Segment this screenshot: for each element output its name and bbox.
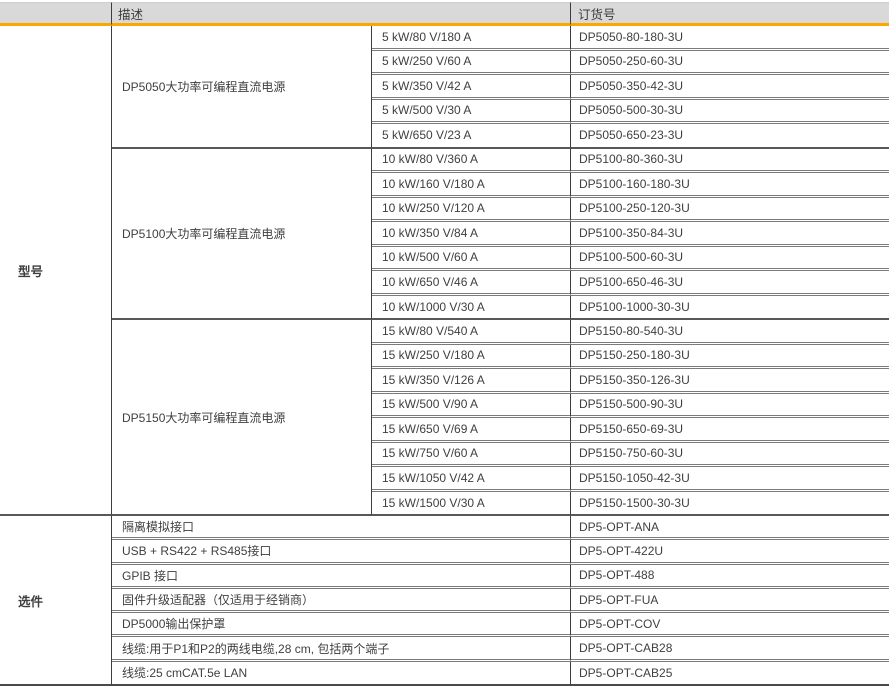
order-number-cell: DP5150-1500-30-3U	[570, 491, 889, 516]
table-row: 10 kW/1000 V/30 A DP5100-1000-30-3U	[0, 295, 889, 320]
table-row: DP5000输出保护罩 DP5-OPT-COV	[0, 613, 889, 638]
order-number-cell: DP5100-80-360-3U	[570, 148, 889, 173]
table-row: 线缆:用于P1和P2的两线电缆,28 cm, 包括两个端子 DP5-OPT-CAB…	[0, 637, 889, 662]
order-number-cell: DP5150-350-126-3U	[570, 369, 889, 394]
order-number-cell: DP5100-160-180-3U	[570, 173, 889, 198]
table-row: 15 kW/750 V/60 A DP5150-750-60-3U	[0, 442, 889, 467]
order-number-cell: DP5-OPT-CAB28	[570, 637, 889, 662]
table-row: 型号 DP5050大功率可编程直流电源 5 kW/80 V/180 A DP5050-…	[0, 26, 889, 516]
model-description-cell: DP5100大功率可编程直流电源	[112, 148, 372, 320]
spec-cell: 10 kW/500 V/60 A	[372, 247, 571, 271]
order-number-cell: DP5100-500-60-3U	[570, 246, 889, 271]
option-description-cell: 隔离模拟接口	[112, 516, 571, 541]
table-row: 5 kW/350 V/42 A DP5050-350-42-3U	[0, 75, 889, 100]
spec-cell: 5 kW/350 V/42 A	[372, 75, 571, 100]
header-description: 描述	[112, 2, 571, 26]
option-description-cell: 固件升级适配器（仅适用于经销商）	[112, 589, 571, 614]
spec-cell: 15 kW/1050 V/42 A	[372, 467, 571, 492]
spec-cell: 10 kW/250 V/120 A	[372, 198, 571, 222]
order-number-cell: DP5150-250-180-3U	[570, 344, 889, 369]
model-section-label: 型号	[0, 26, 112, 516]
spec-cell: 15 kW/650 V/69 A	[372, 418, 571, 443]
spec-cell: 5 kW/80 V/180 A	[372, 26, 571, 51]
spec-cell: 15 kW/500 V/90 A	[372, 394, 571, 418]
table-row: 15 kW/1500 V/30 A DP5150-1500-30-3U	[0, 491, 889, 516]
model-description-cell: DP5150大功率可编程直流电源	[112, 320, 372, 516]
order-number-cell: DP5100-350-84-3U	[570, 222, 889, 247]
order-number-cell: DP5150-1050-42-3U	[570, 467, 889, 492]
table-row: GPIB 接口 DP5-OPT-488	[0, 564, 889, 589]
order-number-cell: DP5050-350-42-3U	[570, 75, 889, 100]
spec-cell: 15 kW/350 V/126 A	[372, 369, 571, 394]
option-description-cell: 线缆:用于P1和P2的两线电缆,28 cm, 包括两个端子	[112, 637, 571, 662]
table-row: 15 kW/650 V/69 A DP5150-650-69-3U	[0, 418, 889, 443]
options-section-label: 选件	[0, 516, 112, 687]
order-number-cell: DP5-OPT-488	[570, 564, 889, 589]
option-description-cell: GPIB 接口	[112, 565, 571, 589]
order-number-cell: DP5150-750-60-3U	[570, 442, 889, 467]
spec-cell: 10 kW/350 V/84 A	[372, 222, 571, 247]
table-row: 固件升级适配器（仅适用于经销商） DP5-OPT-FUA	[0, 588, 889, 614]
table-row: 5 kW/250 V/60 A DP5050-250-60-3U	[0, 50, 889, 75]
spec-cell: 15 kW/250 V/180 A	[372, 345, 571, 369]
order-number-cell: DP5050-500-30-3U	[570, 99, 889, 124]
table-row: 选件 隔离模拟接口 DP5-OPT-ANA	[0, 516, 889, 687]
table-row: 15 kW/500 V/90 A DP5150-500-90-3U	[0, 393, 889, 418]
table-row: DP5100大功率可编程直流电源 10 kW/80 V/360 A DP5100-8…	[0, 148, 889, 320]
table-row: 10 kW/250 V/120 A DP5100-250-120-3U	[0, 197, 889, 222]
table-row: 10 kW/500 V/60 A DP5100-500-60-3U	[0, 246, 889, 271]
spec-cell: 10 kW/1000 V/30 A	[372, 296, 571, 320]
option-description-cell: USB + RS422 + RS485接口	[112, 540, 571, 565]
table-row: 10 kW/350 V/84 A DP5100-350-84-3U	[0, 222, 889, 247]
table-row: 15 kW/250 V/180 A DP5150-250-180-3U	[0, 344, 889, 369]
order-number-cell: DP5050-250-60-3U	[570, 50, 889, 75]
option-description-cell: 线缆:25 cmCAT.5e LAN	[112, 662, 571, 687]
table-row: 10 kW/160 V/180 A DP5100-160-180-3U	[0, 173, 889, 198]
table-row: 5 kW/650 V/23 A DP5050-650-23-3U	[0, 124, 889, 149]
table-row: USB + RS422 + RS485接口 DP5-OPT-422U	[0, 540, 889, 565]
header-order-number: 订货号	[570, 2, 889, 26]
header-row: 描述 订货号	[0, 2, 889, 26]
table-row: DP5150大功率可编程直流电源 15 kW/80 V/540 A DP5150-8…	[0, 320, 889, 516]
table-row: 10 kW/650 V/46 A DP5100-650-46-3U	[0, 271, 889, 296]
order-number-cell: DP5050-650-23-3U	[570, 124, 889, 149]
order-number-cell: DP5-OPT-CAB25	[570, 661, 889, 687]
table-row: 15 kW/350 V/126 A DP5150-350-126-3U	[0, 369, 889, 394]
order-number-cell: DP5-OPT-FUA	[570, 588, 889, 614]
spec-cell: 5 kW/650 V/23 A	[372, 124, 571, 149]
model-description-cell: DP5050大功率可编程直流电源	[112, 26, 372, 149]
spec-cell: 10 kW/160 V/180 A	[372, 173, 571, 198]
spec-cell: 5 kW/500 V/30 A	[372, 100, 571, 124]
order-number-cell: DP5050-80-180-3U	[570, 26, 889, 51]
header-empty-cell	[0, 2, 112, 26]
order-number-cell: DP5100-1000-30-3U	[570, 295, 889, 320]
order-number-cell: DP5100-650-46-3U	[570, 271, 889, 296]
spec-cell: 10 kW/80 V/360 A	[372, 149, 571, 173]
spec-cell: 5 kW/250 V/60 A	[372, 51, 571, 75]
order-number-cell: DP5150-80-540-3U	[570, 320, 889, 345]
order-number-cell: DP5-OPT-ANA	[570, 516, 889, 541]
order-number-cell: DP5150-500-90-3U	[570, 393, 889, 418]
order-number-cell: DP5100-250-120-3U	[570, 197, 889, 222]
spec-cell: 10 kW/650 V/46 A	[372, 271, 571, 296]
spec-cell: 15 kW/80 V/540 A	[372, 320, 571, 345]
table-row: 5 kW/500 V/30 A DP5050-500-30-3U	[0, 99, 889, 124]
order-number-cell: DP5150-650-69-3U	[570, 418, 889, 443]
table-row: 线缆:25 cmCAT.5e LAN DP5-OPT-CAB25	[0, 661, 889, 687]
order-number-cell: DP5-OPT-422U	[570, 540, 889, 565]
spec-cell: 15 kW/750 V/60 A	[372, 443, 571, 467]
table-row: 15 kW/1050 V/42 A DP5150-1050-42-3U	[0, 467, 889, 492]
spec-cell: 15 kW/1500 V/30 A	[372, 492, 571, 516]
option-description-cell: DP5000输出保护罩	[112, 613, 571, 638]
order-number-cell: DP5-OPT-COV	[570, 613, 889, 638]
